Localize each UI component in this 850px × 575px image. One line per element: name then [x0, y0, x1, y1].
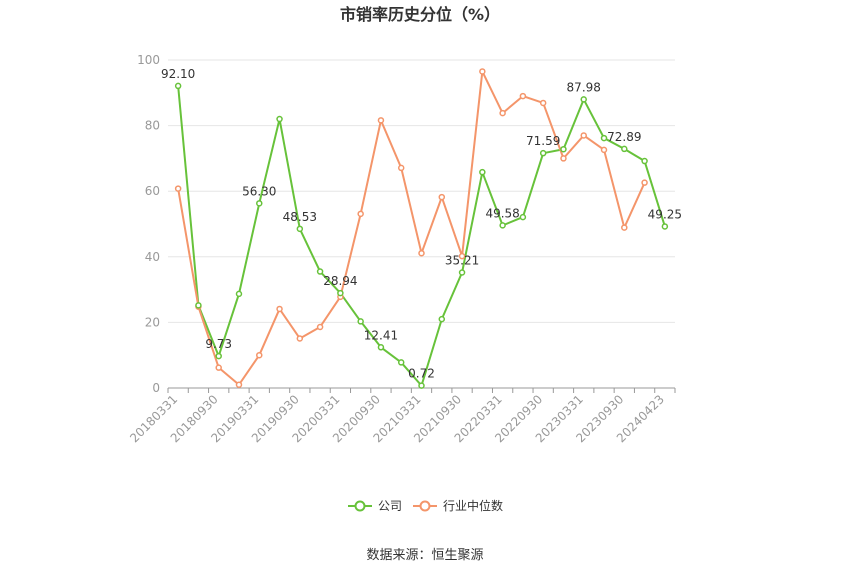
data-label: 56.30: [242, 184, 276, 198]
series-0-point: [661, 223, 669, 230]
series-1-point: [641, 179, 648, 186]
series-1-point: [560, 155, 567, 162]
series-1-point: [377, 117, 385, 124]
series-0-point: [621, 145, 628, 153]
series-0-point: [316, 268, 324, 275]
series-1-point: [479, 68, 486, 75]
series-1-point: [215, 364, 222, 371]
legend-marker-icon: [419, 500, 431, 512]
series-0-point: [418, 382, 425, 389]
series-0-point: [377, 344, 385, 351]
data-label: 92.10: [161, 67, 195, 81]
data-label: 28.94: [323, 274, 357, 288]
y-axis: 0 20 40 60 80 100: [137, 53, 160, 395]
data-label: 35.21: [445, 254, 479, 268]
y-tick-label: 80: [145, 119, 160, 133]
series-1-point: [296, 335, 304, 342]
legend-item-company[interactable]: 公司: [348, 499, 402, 513]
series-1-point: [458, 252, 466, 260]
y-tick-label: 100: [137, 53, 160, 67]
series-0-point: [519, 213, 527, 221]
legend-marker-icon: [354, 500, 366, 512]
legend: 公司 行业中位数: [348, 498, 503, 513]
data-label: 71.59: [526, 134, 560, 148]
data-label: 0.72: [408, 367, 435, 381]
chart-title: 市销率历史分位（%）: [340, 5, 500, 24]
data-label: 49.58: [485, 206, 519, 220]
y-tick-label: 0: [152, 381, 160, 395]
series-1-point: [519, 92, 527, 100]
y-tick-label: 40: [145, 250, 160, 264]
data-label: 72.89: [607, 130, 641, 144]
series-1-point: [600, 146, 608, 154]
series-1-point: [621, 224, 628, 231]
series-0-point: [539, 149, 547, 157]
series-0-point: [479, 168, 486, 176]
series-1-point: [174, 185, 182, 192]
series-0-point: [438, 315, 446, 323]
series-1-point: [256, 351, 263, 359]
legend-label-company: 公司: [378, 499, 402, 513]
data-source: 数据来源：恒生聚源: [366, 548, 483, 563]
grid: [168, 59, 675, 323]
series-0-point: [499, 222, 506, 229]
series-1-point: [316, 323, 324, 331]
data-labels: 92.10 9.73 56.30 48.53 28.94 12.41 0.72 35.21 49…: [161, 67, 682, 381]
series-1-point: [397, 164, 405, 172]
series-0-point: [276, 115, 283, 123]
y-tick-label: 20: [145, 315, 160, 329]
series-0-point: [560, 145, 567, 153]
series-1-point: [539, 99, 547, 107]
series-0-point: [641, 157, 648, 165]
series-line-0: [177, 85, 666, 387]
series-1-point: [357, 210, 364, 218]
series-0-point: [600, 134, 608, 142]
series-0-point: [256, 200, 263, 207]
plot-points: [174, 68, 669, 389]
data-label: 87.98: [567, 80, 601, 94]
data-label: 9.73: [205, 337, 232, 351]
legend-item-industry[interactable]: 行业中位数: [413, 498, 503, 513]
y-tick-label: 60: [145, 184, 160, 198]
series-0-point: [337, 289, 344, 297]
series-0-point: [397, 359, 405, 366]
series-0-point: [235, 290, 243, 298]
series-1-point: [235, 381, 243, 388]
series-0-point: [357, 318, 364, 325]
series-0-point: [580, 96, 587, 103]
series-0-point: [215, 352, 222, 360]
series-0-point: [195, 302, 202, 309]
legend-label-industry: 行业中位数: [443, 498, 503, 513]
x-axis: 2018033120180930201903312019093020200331…: [127, 387, 676, 445]
series-1-point: [276, 305, 283, 313]
series-1-point: [418, 249, 425, 257]
series-line-1: [177, 70, 646, 386]
series-1-point: [438, 193, 446, 201]
series-0-point: [458, 269, 466, 276]
series-0-point: [174, 82, 182, 90]
plot-lines: [177, 70, 666, 387]
series-1-point: [580, 132, 587, 139]
data-label: 49.25: [648, 207, 682, 221]
series-1-point: [499, 109, 506, 117]
data-label: 48.53: [283, 210, 317, 224]
series-0-point: [296, 225, 304, 233]
data-label: 12.41: [364, 328, 398, 342]
